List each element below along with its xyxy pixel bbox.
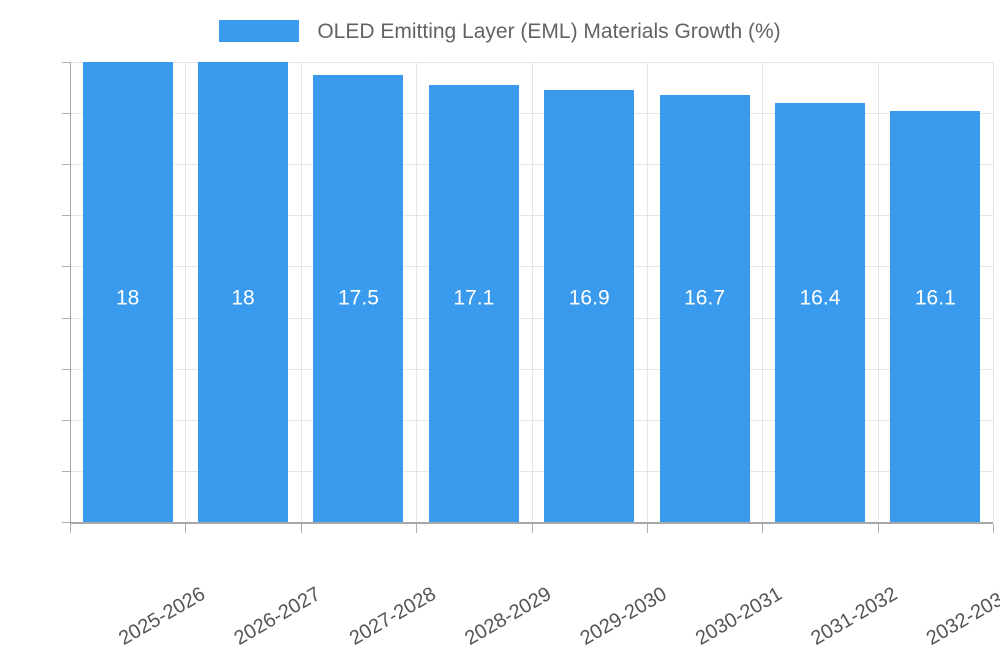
bar-value-label: 18	[231, 286, 255, 310]
x-axis-tick-label: 2025-2026	[115, 582, 210, 650]
bar-value-label: 16.9	[568, 286, 610, 310]
bar[interactable]	[313, 74, 404, 522]
legend-swatch-series-1[interactable]	[219, 20, 300, 42]
x-axis-tick-mark	[185, 524, 186, 533]
bar[interactable]	[544, 90, 635, 522]
x-axis-tick-label: 2029-2030	[576, 582, 671, 650]
y-axis-tick-mark	[62, 419, 70, 421]
plot-area: 18 18 17.5 17.1 16.9 16.7 16.4 16.1	[70, 62, 994, 523]
bar-series: 18 18 17.5 17.1 16.9 16.7 16.4 16.1	[70, 62, 993, 522]
bar-value-label: 17.1	[453, 286, 495, 310]
legend-label-series-1: OLED Emitting Layer (EML) Materials Grow…	[317, 19, 781, 43]
x-axis-tick-mark	[416, 524, 417, 533]
bar-value-label: 16.1	[914, 286, 956, 310]
bar-value-label: 16.4	[799, 286, 841, 310]
x-axis-tick-label: 2030-2031	[692, 582, 786, 650]
bar[interactable]	[774, 102, 865, 522]
x-axis-tick-mark	[70, 524, 71, 533]
y-axis-tick-mark	[62, 266, 70, 268]
x-axis-tick-mark	[993, 524, 994, 533]
y-axis-tick-mark	[62, 368, 70, 370]
x-axis-tick-label: 2032-2033	[922, 582, 1000, 650]
y-axis-tick-mark	[62, 317, 70, 319]
bar[interactable]	[428, 85, 519, 522]
x-axis-tick-label: 2031-2032	[807, 582, 902, 650]
y-axis-tick-mark	[62, 470, 70, 472]
bar-value-label: 18	[116, 286, 140, 310]
x-axis-tick-label: 2026-2027	[230, 582, 325, 650]
y-axis-tick-mark	[62, 113, 70, 115]
bar[interactable]	[198, 62, 289, 522]
y-axis-line	[70, 62, 71, 523]
gridline-vertical	[993, 62, 994, 522]
bar-value-label: 17.5	[338, 286, 379, 310]
x-axis-tick-mark	[647, 524, 648, 533]
bar-chart: OLED Emitting Layer (EML) Materials Grow…	[0, 14, 1000, 650]
bar[interactable]	[82, 62, 173, 522]
x-axis-tick-mark	[532, 524, 533, 533]
chart-legend: OLED Emitting Layer (EML) Materials Grow…	[0, 14, 1000, 48]
x-axis-tick-label: 2028-2029	[461, 582, 556, 650]
x-axis-tick-label: 2027-2028	[345, 582, 440, 650]
x-axis-tick-mark	[301, 524, 302, 533]
y-axis-tick-mark	[62, 164, 70, 166]
x-axis-line	[70, 522, 993, 524]
y-axis-tick-mark	[62, 62, 70, 63]
x-axis-tick-mark	[762, 524, 763, 533]
bar[interactable]	[890, 110, 981, 522]
y-axis-tick-mark	[62, 522, 70, 523]
bar[interactable]	[659, 95, 750, 522]
x-axis-tick-mark	[878, 524, 879, 533]
y-axis-tick-mark	[62, 215, 70, 217]
bar-value-label: 16.7	[684, 286, 725, 310]
